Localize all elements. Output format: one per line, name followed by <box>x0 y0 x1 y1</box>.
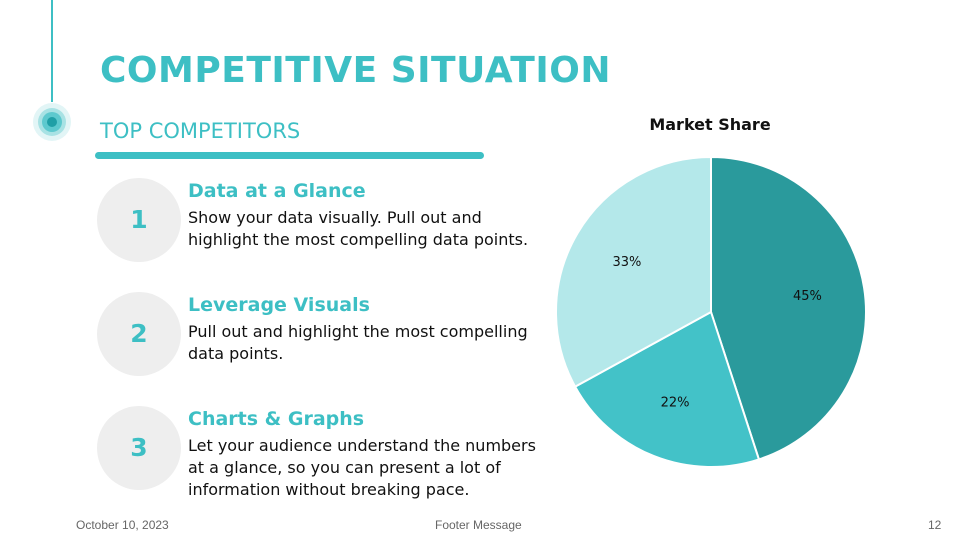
footer-message: Footer Message <box>435 518 522 532</box>
slide-title: COMPETITIVE SITUATION <box>100 50 611 91</box>
pie-slice-1 <box>573 310 761 468</box>
list-item: 2 Leverage Visuals Pull out and highligh… <box>97 292 537 392</box>
subtitle-underline <box>95 152 484 159</box>
pie-slice-label: 22% <box>661 395 690 410</box>
item-description: Show your data visually. Pull out and hi… <box>188 208 529 249</box>
item-description: Pull out and highlight the most compelli… <box>188 322 528 363</box>
pie-slice-0 <box>710 155 867 461</box>
page-number: 12 <box>928 518 942 532</box>
item-number-badge: 2 <box>97 292 181 376</box>
footer-date: October 10, 2023 <box>76 518 169 532</box>
list-item: 1 Data at a Glance Show your data visual… <box>97 178 537 278</box>
pie-chart: 45% 22% 33% <box>555 155 867 468</box>
item-number-badge: 3 <box>97 406 181 490</box>
target-icon <box>33 103 71 141</box>
item-heading: Charts & Graphs <box>188 408 365 430</box>
slide-subtitle: TOP COMPETITORS <box>100 119 301 143</box>
pie-slice-label: 33% <box>612 255 641 270</box>
item-heading: Leverage Visuals <box>188 294 370 316</box>
item-heading: Data at a Glance <box>188 180 366 202</box>
list-item: 3 Charts & Graphs Let your audience unde… <box>97 406 537 506</box>
decorative-vertical-line <box>51 0 53 102</box>
pie-slice-label: 45% <box>793 289 822 304</box>
pie-slice-2 <box>555 155 712 389</box>
item-description: Let your audience understand the numbers… <box>188 436 536 499</box>
item-number-badge: 1 <box>97 178 181 262</box>
chart-title: Market Share <box>649 115 771 134</box>
